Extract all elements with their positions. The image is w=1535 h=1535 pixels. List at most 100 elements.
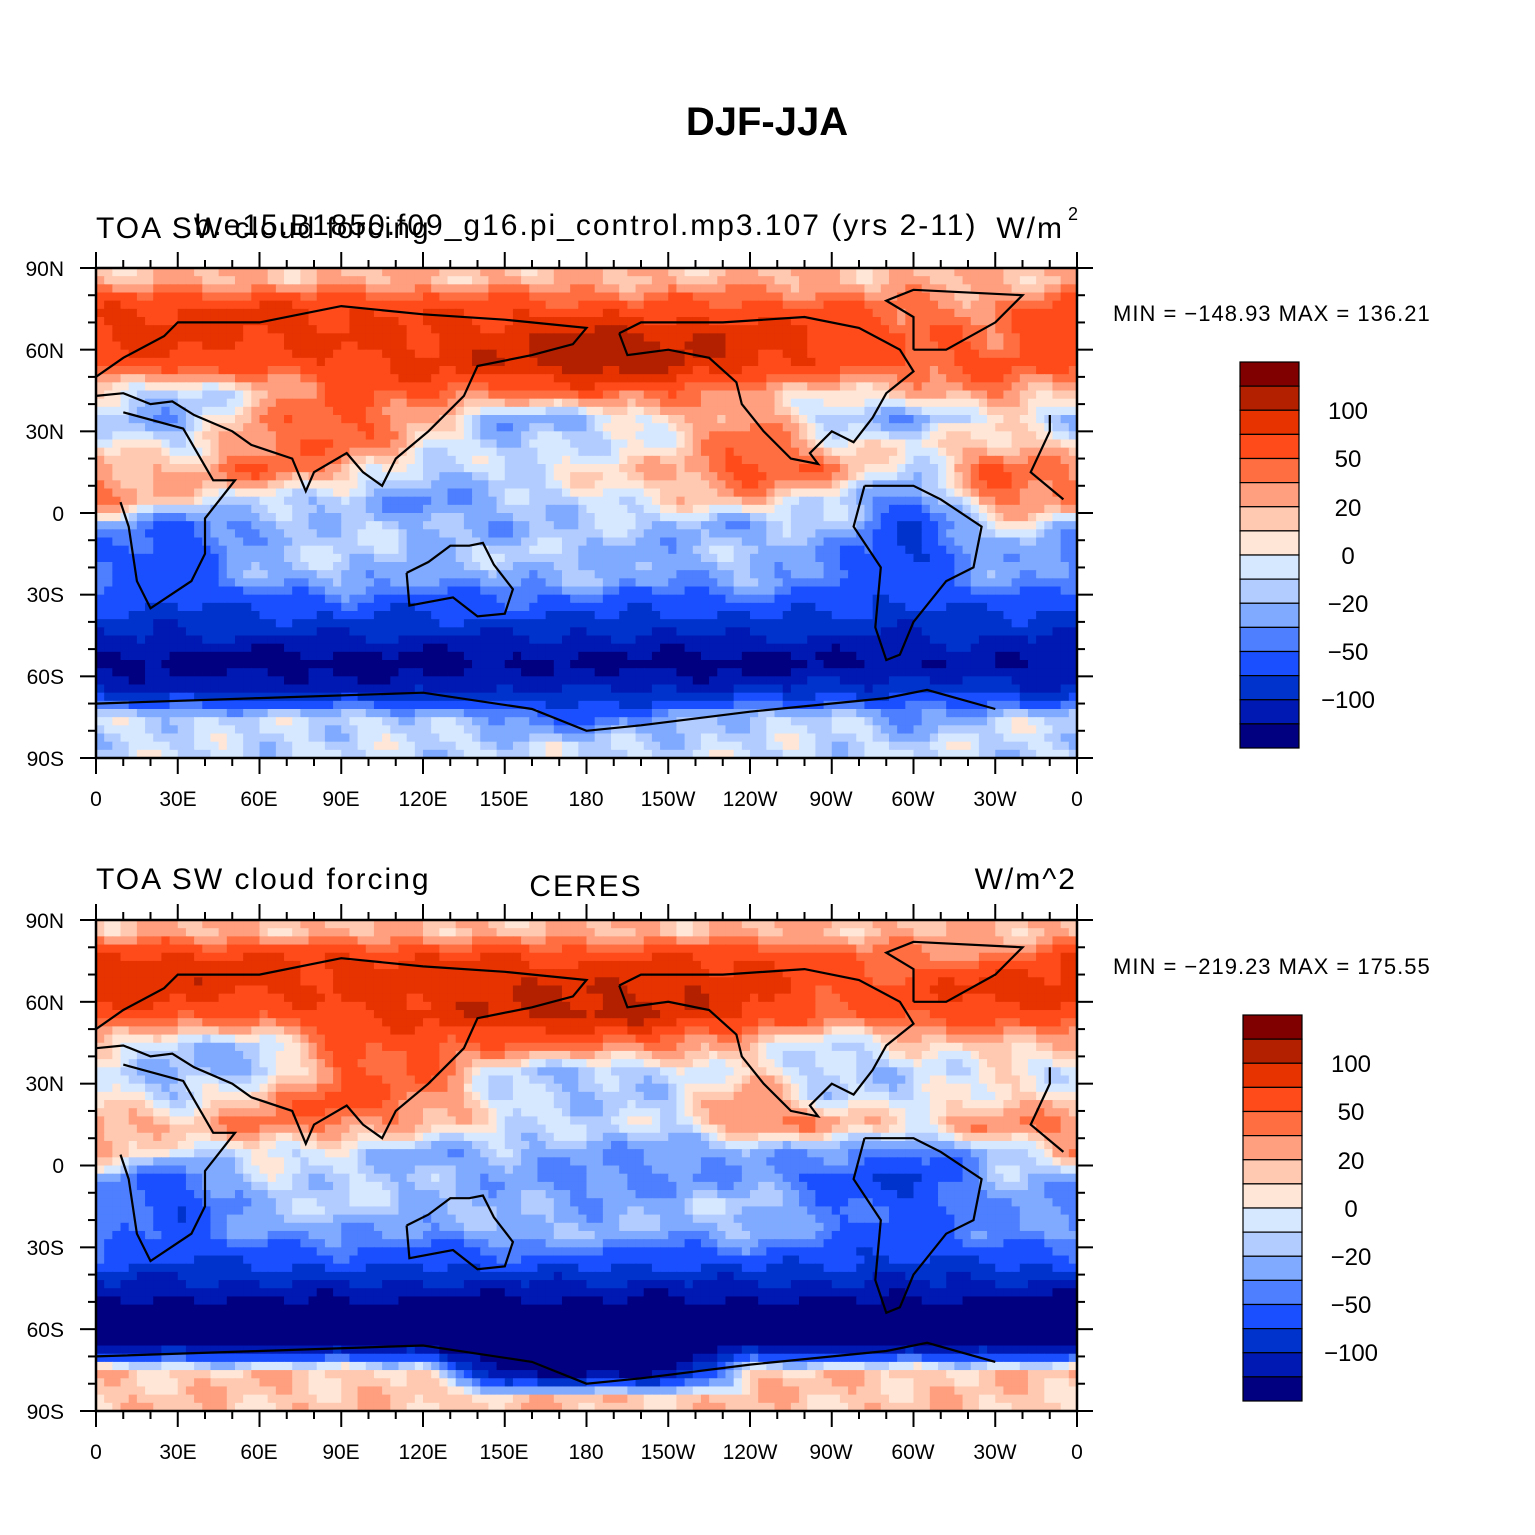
field-cell [1060,496,1070,506]
field-cell [145,594,154,604]
field-cell [365,292,375,302]
field-cell [651,496,661,506]
field-cell [750,325,759,334]
field-cell [128,325,138,334]
field-cell [970,594,980,604]
field-cell [316,545,326,555]
field-cell [431,341,440,351]
field-cell [905,284,915,294]
field-cell [275,325,285,334]
field-cell [725,537,735,547]
field-cell [1011,349,1021,359]
field-cell [496,366,506,375]
field-cell [758,562,767,571]
field-cell [218,537,228,547]
field-cell [120,341,130,351]
field-cell [782,431,792,441]
field-cell [284,357,293,367]
field-cell [406,529,416,539]
field-cell [602,366,612,375]
field-cell [815,488,825,498]
field-cell [537,276,547,285]
field-cell [153,521,163,530]
field-cell [341,349,351,359]
field-cell [504,570,514,579]
field-cell [651,423,661,432]
field-cell [390,562,400,571]
field-cell [660,431,669,441]
field-cell [398,300,408,310]
field-cell [774,284,784,294]
field-cell [782,292,792,302]
field-cell [169,439,179,449]
field-cell [741,308,751,318]
field-cell [112,488,122,498]
field-cell [578,415,588,424]
field-cell [1011,447,1021,457]
field-cell [619,529,628,539]
field-cell [545,545,555,555]
field-cell [1003,545,1013,555]
field-cell [1019,292,1029,302]
field-cell [284,284,293,294]
field-cell [766,447,776,457]
field-cell [733,341,743,351]
field-cell [259,276,269,285]
field-cell [267,537,277,547]
field-cell [921,472,931,481]
field-cell [423,317,432,326]
field-cell [472,439,481,449]
field-cell [692,357,702,367]
field-cell [324,406,334,416]
field-cell [799,423,808,432]
field-cell [521,268,530,277]
field-cell [946,398,955,408]
field-cell [537,594,547,604]
field-cell [104,464,113,473]
field-cell [472,594,481,604]
field-cell [766,366,776,375]
field-cell [897,406,906,416]
field-cell [602,594,612,604]
field-cell [570,349,579,359]
field-cell [954,431,964,441]
field-cell [504,496,514,506]
field-cell [750,464,759,473]
field-cell [946,349,955,359]
field-cell [357,423,367,432]
field-cell [1003,333,1013,343]
field-cell [938,504,947,514]
field-cell [333,325,342,334]
field-cell [455,472,465,481]
field-cell [978,447,988,457]
field-cell [185,496,195,506]
field-cell [153,513,163,522]
field-cell [1003,586,1013,596]
field-cell [978,390,988,400]
field-cell [96,488,105,498]
field-cell [1036,504,1045,514]
field-cell [341,447,351,457]
field-cell [978,439,988,449]
field-cell [872,268,882,277]
field-cell [439,578,449,588]
field-cell [1027,357,1037,367]
field-cell [561,431,571,441]
field-cell [946,390,955,400]
field-cell [684,415,694,424]
field-cell [938,586,947,596]
field-cell [414,455,424,465]
field-cell [529,496,539,506]
field-cell [848,268,857,277]
field-cell [651,513,661,522]
field-cell [987,292,996,302]
field-cell [398,415,408,424]
field-cell [725,374,735,383]
field-cell [962,545,972,555]
field-cell [643,357,653,367]
field-cell [390,423,400,432]
field-cell [578,529,588,539]
field-cell [717,537,727,547]
field-cell [717,308,727,318]
field-cell [218,586,228,596]
